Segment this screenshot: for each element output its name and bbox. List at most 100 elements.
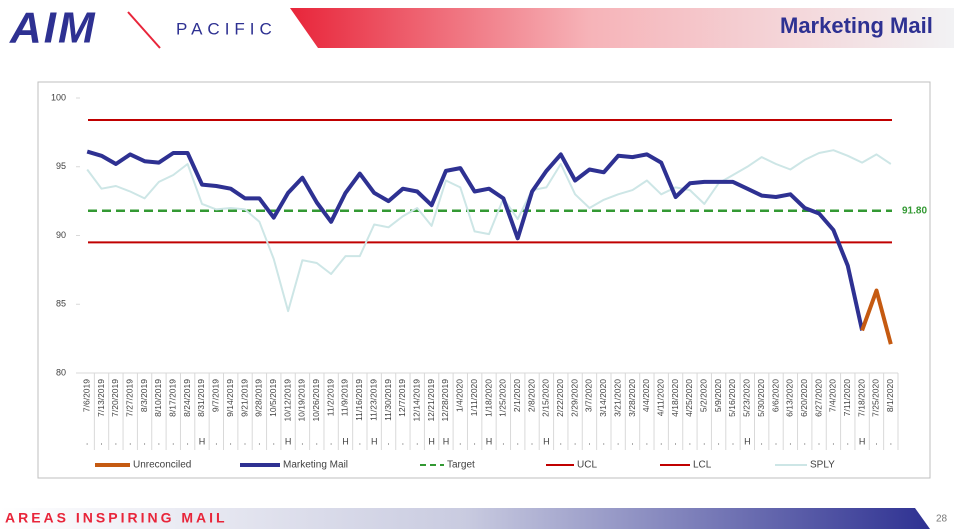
holiday-marker: H bbox=[199, 436, 206, 446]
y-tick-label: 90 bbox=[56, 230, 66, 240]
x-tick-label: 3/7/2020 bbox=[584, 379, 594, 412]
x-tick-label: 8/3/2019 bbox=[139, 379, 149, 412]
holiday-marker: H bbox=[342, 436, 349, 446]
holiday-marker: . bbox=[646, 436, 649, 446]
holiday-marker: H bbox=[859, 436, 866, 446]
x-tick-label: 12/28/2019 bbox=[440, 379, 450, 422]
page-number: 28 bbox=[936, 514, 948, 525]
x-tick-label: 4/4/2020 bbox=[641, 379, 651, 412]
holiday-marker: H bbox=[285, 436, 292, 446]
holiday-marker: . bbox=[603, 436, 606, 446]
holiday-marker: . bbox=[301, 436, 304, 446]
holiday-marker: . bbox=[229, 436, 232, 446]
x-tick-label: 5/30/2020 bbox=[756, 379, 766, 417]
x-tick-label: 1/25/2020 bbox=[498, 379, 508, 417]
x-tick-label: 8/1/2020 bbox=[885, 379, 895, 412]
holiday-marker: . bbox=[818, 436, 821, 446]
x-tick-label: 8/24/2019 bbox=[182, 379, 192, 417]
x-tick-label: 1/18/2020 bbox=[483, 379, 493, 417]
holiday-marker: . bbox=[330, 436, 333, 446]
y-tick-label: 95 bbox=[56, 161, 66, 171]
y-tick-label: 80 bbox=[56, 367, 66, 377]
x-tick-label: 2/29/2020 bbox=[569, 379, 579, 417]
legend-label: UCL bbox=[577, 460, 597, 471]
holiday-marker: . bbox=[502, 436, 505, 446]
x-tick-label: 5/2/2020 bbox=[699, 379, 709, 412]
x-tick-label: 2/1/2020 bbox=[512, 379, 522, 412]
holiday-marker: . bbox=[732, 436, 735, 446]
x-tick-label: 11/23/2019 bbox=[368, 379, 378, 421]
holiday-marker: . bbox=[516, 436, 519, 446]
holiday-marker: H bbox=[486, 436, 493, 446]
holiday-marker: H bbox=[443, 436, 450, 446]
holiday-marker: . bbox=[703, 436, 706, 446]
x-tick-label: 6/27/2020 bbox=[813, 379, 823, 417]
holiday-marker: . bbox=[674, 436, 677, 446]
y-tick-label: 100 bbox=[51, 92, 66, 102]
holiday-marker: . bbox=[258, 436, 261, 446]
holiday-marker: . bbox=[473, 436, 476, 446]
x-tick-label: 8/31/2019 bbox=[196, 379, 206, 417]
holiday-marker: . bbox=[617, 436, 620, 446]
holiday-marker: . bbox=[129, 436, 132, 446]
holiday-marker: H bbox=[371, 436, 378, 446]
holiday-marker: . bbox=[172, 436, 175, 446]
holiday-marker: . bbox=[100, 436, 103, 446]
logo-sub: PACIFIC bbox=[176, 19, 277, 38]
x-tick-label: 11/2/2019 bbox=[325, 379, 335, 416]
holiday-marker: . bbox=[143, 436, 146, 446]
x-tick-label: 7/20/2019 bbox=[110, 379, 120, 417]
x-tick-label: 9/28/2019 bbox=[254, 379, 264, 417]
holiday-marker: . bbox=[86, 436, 89, 446]
x-tick-label: 11/30/2019 bbox=[383, 379, 393, 421]
x-tick-label: 4/25/2020 bbox=[684, 379, 694, 417]
x-tick-label: 10/19/2019 bbox=[297, 379, 307, 422]
holiday-marker: . bbox=[559, 436, 562, 446]
holiday-marker: . bbox=[789, 436, 792, 446]
x-tick-label: 7/4/2020 bbox=[828, 379, 838, 412]
x-tick-label: 6/20/2020 bbox=[799, 379, 809, 417]
x-tick-label: 2/15/2020 bbox=[541, 379, 551, 417]
holiday-marker: . bbox=[717, 436, 720, 446]
x-tick-label: 3/21/2020 bbox=[612, 379, 622, 417]
x-tick-label: 7/25/2020 bbox=[871, 379, 881, 417]
slide-title: Marketing Mail bbox=[780, 13, 933, 38]
chart-frame bbox=[37, 81, 931, 479]
x-tick-label: 5/16/2020 bbox=[727, 379, 737, 417]
x-tick-label: 12/14/2019 bbox=[411, 379, 421, 422]
x-tick-label: 2/22/2020 bbox=[555, 379, 565, 417]
holiday-marker: H bbox=[543, 436, 550, 446]
x-tick-label: 12/7/2019 bbox=[397, 379, 407, 417]
holiday-marker: . bbox=[359, 436, 362, 446]
holiday-marker: . bbox=[689, 436, 692, 446]
footer-band bbox=[0, 508, 930, 529]
x-tick-label: 6/13/2020 bbox=[785, 379, 795, 417]
x-tick-label: 2/8/2020 bbox=[526, 379, 536, 412]
x-tick-label: 7/11/2020 bbox=[842, 379, 852, 416]
holiday-marker: . bbox=[803, 436, 806, 446]
x-tick-label: 10/12/2019 bbox=[282, 379, 292, 422]
holiday-marker: . bbox=[890, 436, 893, 446]
x-tick-label: 1/4/2020 bbox=[455, 379, 465, 412]
holiday-marker: H bbox=[744, 436, 751, 446]
x-tick-label: 7/6/2019 bbox=[81, 379, 91, 412]
holiday-marker: . bbox=[244, 436, 247, 446]
holiday-marker: . bbox=[760, 436, 763, 446]
x-tick-label: 6/6/2020 bbox=[770, 379, 780, 412]
holiday-marker: . bbox=[631, 436, 634, 446]
legend-label: Unreconciled bbox=[133, 460, 191, 471]
holiday-marker: . bbox=[459, 436, 462, 446]
legend-label: SPLY bbox=[810, 460, 835, 471]
x-tick-label: 3/14/2020 bbox=[598, 379, 608, 417]
holiday-marker: . bbox=[660, 436, 663, 446]
holiday-marker: . bbox=[847, 436, 850, 446]
legend-label: Marketing Mail bbox=[283, 460, 348, 471]
holiday-marker: . bbox=[387, 436, 390, 446]
holiday-marker: H bbox=[428, 436, 435, 446]
holiday-marker: . bbox=[588, 436, 591, 446]
x-tick-label: 5/23/2020 bbox=[742, 379, 752, 417]
legend-label: LCL bbox=[693, 460, 712, 471]
series-line bbox=[86, 149, 892, 313]
